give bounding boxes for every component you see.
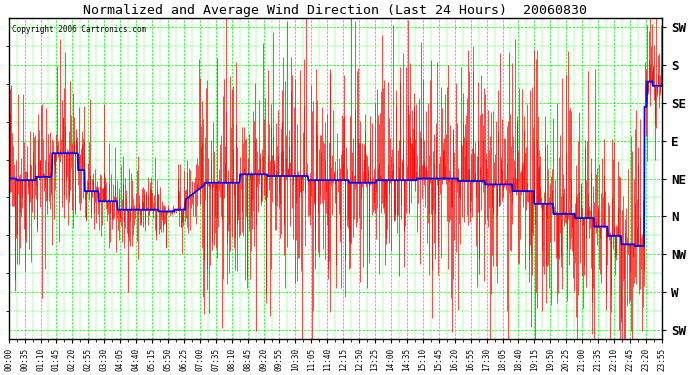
Text: Copyright 2006 Cartronics.com: Copyright 2006 Cartronics.com <box>12 25 146 34</box>
Title: Normalized and Average Wind Direction (Last 24 Hours)  20060830: Normalized and Average Wind Direction (L… <box>83 4 587 17</box>
